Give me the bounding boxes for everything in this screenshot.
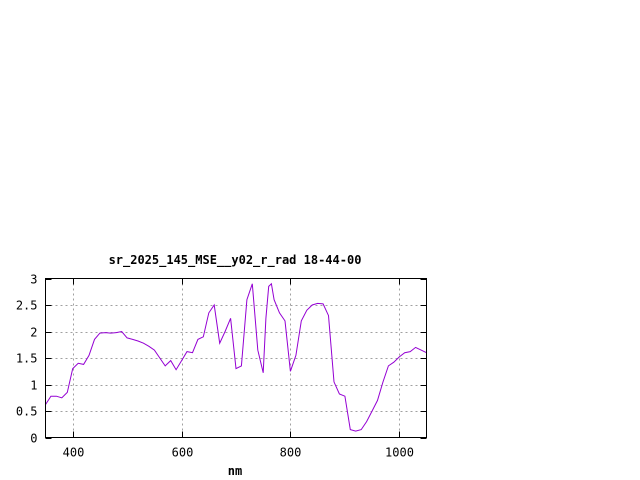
y-tick-label: 2 xyxy=(30,326,37,340)
y-tick-label: 0.5 xyxy=(16,405,38,419)
y-tick-label: 2.5 xyxy=(16,299,38,313)
y-tick-label: 0 xyxy=(30,432,37,446)
plot-frame xyxy=(45,278,427,438)
x-axis-label: nm xyxy=(228,464,242,478)
x-tick-label: 600 xyxy=(172,446,194,460)
x-tick-label: 400 xyxy=(63,446,85,460)
y-tick-label: 1 xyxy=(30,379,37,393)
y-tick-label: 1.5 xyxy=(16,352,38,366)
chart-title: sr_2025_145_MSE__y02_r_rad 18-44-00 xyxy=(109,253,362,268)
x-tick-label: 800 xyxy=(280,446,302,460)
grid-lines xyxy=(45,278,427,438)
y-tick-label: 3 xyxy=(30,273,37,287)
axis-ticks xyxy=(45,278,427,439)
series-line xyxy=(45,282,427,432)
x-tick-label: 1000 xyxy=(385,446,414,460)
tick-labels: 400 600 800 1000 0 0.5 1 1.5 2 2.5 3 xyxy=(16,273,414,460)
